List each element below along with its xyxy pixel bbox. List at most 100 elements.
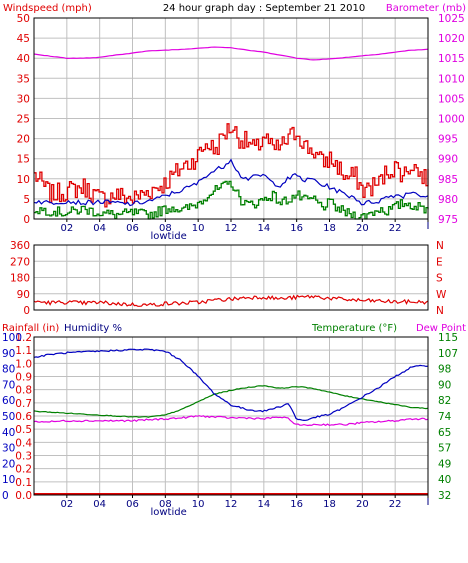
wind-panel-ytick-left: 0 (23, 214, 30, 226)
temp-panel-xtick-label: I (428, 505, 429, 507)
direction-panel-ytick-left: 360 (10, 240, 30, 252)
temp-panel-xtick-label: 10 (192, 499, 205, 510)
temp-panel-ytick-right: 40 (438, 474, 451, 486)
wind-panel-xtick-label: 18 (323, 223, 336, 234)
humidity-series-line (33, 348, 429, 422)
direction-panel-ytick-right: W (436, 289, 447, 301)
direction-panel-ytick-right: S (436, 273, 443, 285)
wind-panel-xtick-label: 06 (126, 223, 139, 234)
temperature-axis-title: Temperature (°F) (311, 323, 397, 334)
wind-panel-ytick-left: 25 (17, 114, 30, 126)
rainfall-ytick-label: 0.6 (15, 411, 32, 423)
wind-series-line (34, 180, 429, 220)
humidity-axis-title: Humidity % (64, 323, 122, 334)
humidity-ytick-label: 0 (2, 490, 9, 502)
humidity-ytick-label: 60 (2, 395, 15, 407)
rainfall-ytick-label: 1.0 (15, 358, 32, 370)
temp-panel-ytick-right: 74 (438, 411, 452, 423)
temp-panel-xtick-label: 04 (93, 499, 106, 510)
temperature-series-line (33, 385, 429, 418)
wind-direction-series-line (33, 294, 429, 307)
rainfall-ytick-label: 1.1 (15, 345, 32, 357)
wind-panel-xtick-label: 14 (257, 223, 270, 234)
wind-panel-ytick-right: 1010 (438, 73, 465, 85)
humidity-ytick-label: 50 (2, 411, 15, 423)
wind-panel-ytick-right: 995 (438, 134, 458, 146)
temp-panel-xtick-label: 16 (290, 499, 303, 510)
temp-panel-ytick-right: 107 (438, 348, 458, 360)
rainfall-ytick-label: 1.2 (15, 332, 32, 344)
wind-panel-ytick-left: 20 (17, 134, 30, 146)
temp-panel-ytick-right: 98 (438, 364, 451, 376)
direction-panel-frame (33, 244, 429, 311)
wind-panel-ytick-left: 35 (17, 73, 30, 85)
temp-panel-xtick-label: 14 (257, 499, 270, 510)
direction-panel-ytick-left: 90 (17, 289, 30, 301)
rainfall-ytick-label: 0.7 (15, 398, 32, 410)
wind-panel-xtick-label: 10 (192, 223, 205, 234)
chart-title: 24 hour graph day : September 21 2010 (163, 3, 365, 14)
direction-panel-ytick-left: 0 (23, 305, 30, 317)
temp-panel-ytick-right: 90 (438, 379, 451, 391)
temp-panel-ytick-right: 82 (438, 395, 451, 407)
gust-series-line (34, 123, 429, 208)
direction-panel-ytick-left: 270 (10, 256, 30, 268)
rainfall-ytick-label: 0.3 (15, 451, 32, 463)
wind-panel-xtick-label: I (428, 229, 429, 231)
barometer-series-line (33, 46, 429, 61)
humidity-ytick-label: 80 (2, 364, 15, 376)
wind-panel-xtick-label: 12 (225, 223, 238, 234)
humidity-ytick-label: 30 (2, 443, 15, 455)
rainfall-ytick-label: 0.1 (15, 477, 32, 489)
rainfall-ytick-label: 0.2 (15, 464, 32, 476)
humidity-ytick-label: 100 (2, 332, 22, 344)
wind-panel-ytick-right: 980 (438, 194, 458, 206)
humidity-ytick-label: 10 (2, 474, 15, 486)
rainfall-ytick-label: 0.4 (15, 437, 32, 449)
wind-panel-xtick-label: 08 (159, 223, 172, 234)
temp-panel-ytick-right: 65 (438, 427, 451, 439)
barometer-axis-title: Barometer (mb) (386, 3, 466, 14)
wind-panel-ytick-left: 40 (17, 53, 30, 65)
rainfall-ytick-label: 0.8 (15, 385, 32, 397)
wind-panel-ytick-right: 1000 (438, 114, 465, 126)
temp-panel-xtick-label: 08 (159, 499, 172, 510)
temp-panel-xtick-label: 12 (225, 499, 238, 510)
humidity-ytick-label: 70 (2, 379, 15, 391)
wind-panel-ytick-left: 10 (17, 174, 30, 186)
humidity-ytick-label: 40 (2, 427, 15, 439)
wind-panel-ytick-left: 15 (17, 154, 30, 166)
rainfall-ytick-label: 0.0 (15, 490, 32, 502)
rainfall-ytick-label: 0.5 (15, 424, 32, 436)
temp-panel-xtick-label: 22 (389, 499, 402, 510)
direction-panel-ytick-left: 180 (10, 273, 30, 285)
wind-panel-xtick-label: 22 (389, 223, 402, 234)
wind-axis-title: Windspeed (mph) (3, 3, 92, 14)
wind-panel-xtick-label: 04 (93, 223, 106, 234)
temp-panel-lowtide-label: lowtide (150, 507, 186, 518)
direction-panel-ytick-right: N (436, 305, 444, 317)
wind-panel-ytick-right: 985 (438, 174, 458, 186)
wind-panel-lowtide-label: lowtide (150, 231, 186, 242)
wind-panel-xtick-label: 20 (356, 223, 369, 234)
temp-panel-xtick-label: 20 (356, 499, 369, 510)
wind-panel-ytick-right: 990 (438, 154, 458, 166)
wind-panel-ytick-left: 45 (17, 33, 30, 45)
direction-panel-ytick-right: E (436, 256, 443, 268)
wind-panel-ytick-right: 1020 (438, 33, 465, 45)
temp-panel-ytick-right: 115 (438, 332, 458, 344)
wind-panel-ytick-left: 5 (23, 194, 30, 206)
wind-panel-ytick-right: 975 (438, 214, 458, 226)
temp-panel-ytick-right: 57 (438, 443, 451, 455)
temp-panel-ytick-right: 32 (438, 490, 451, 502)
temp-panel-xtick-label: 18 (323, 499, 336, 510)
dewpoint-series-line (33, 415, 429, 427)
temp-panel-ytick-right: 49 (438, 458, 451, 470)
temp-panel-xtick-label: 02 (60, 499, 73, 510)
rainfall-axis-title: Rainfall (in) (2, 323, 59, 334)
rainfall-ytick-label: 0.9 (15, 372, 32, 384)
humidity-ytick-label: 90 (2, 348, 15, 360)
wind-panel-ytick-left: 30 (17, 93, 30, 105)
humidity-ytick-label: 20 (2, 458, 15, 470)
average-wind-series-line (33, 158, 429, 207)
